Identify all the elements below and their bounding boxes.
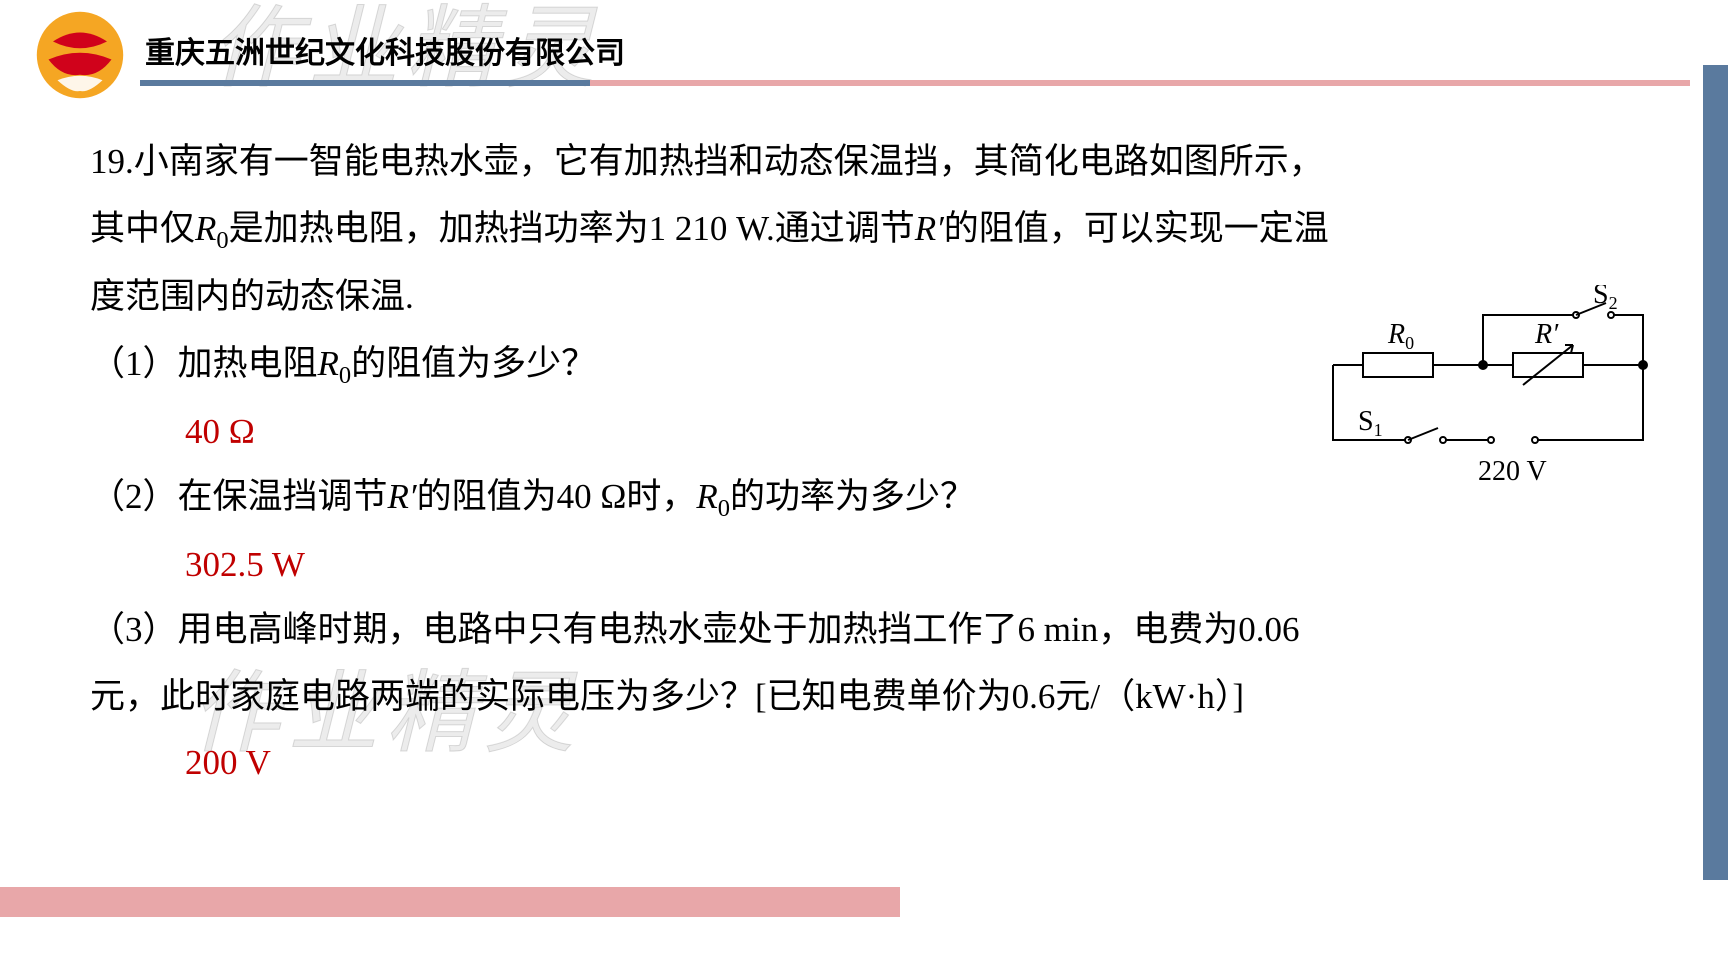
question-3-l1: （3）用电高峰时期，电路中只有电热水壶处于加热挡工作了6 min，电费为0.06: [90, 598, 1640, 663]
answer-3: 200 V: [185, 731, 1640, 796]
question-3-l2: 元，此时家庭电路两端的实际电压为多少？[已知电费单价为0.6元/（kW·h）]: [90, 665, 1640, 730]
problem-line-1: 19.小南家有一智能电热水壶，它有加热挡和动态保温挡，其简化电路如图所示，: [90, 130, 1640, 195]
company-name: 重庆五洲世纪文化科技股份有限公司: [145, 28, 625, 72]
label-s1: S1: [1358, 406, 1383, 440]
circuit-diagram: R0 R′ S2 S1 220 V: [1313, 285, 1663, 495]
label-s2: S2: [1593, 285, 1618, 313]
intro-1: 小南家有一智能电热水壶，它有加热挡和动态保温挡，其简化电路如图所示，: [134, 142, 1324, 181]
header: 重庆五洲世纪文化科技股份有限公司: [0, 0, 1728, 100]
company-logo-icon: [35, 10, 125, 100]
right-accent-bar: [1703, 65, 1728, 880]
problem-line-2: 其中仅R0是加热电阻，加热挡功率为1 210 W.通过调节R′的阻值，可以实现一…: [90, 197, 1640, 263]
problem-number: 19.: [90, 142, 134, 181]
label-r0: R0: [1387, 319, 1414, 353]
header-line-pink: [590, 80, 1690, 86]
answer-2: 302.5 W: [185, 533, 1640, 598]
header-line-blue: [140, 80, 590, 86]
label-rp: R′: [1534, 319, 1559, 350]
label-voltage: 220 V: [1478, 456, 1547, 487]
bottom-accent-bar: [0, 887, 900, 917]
